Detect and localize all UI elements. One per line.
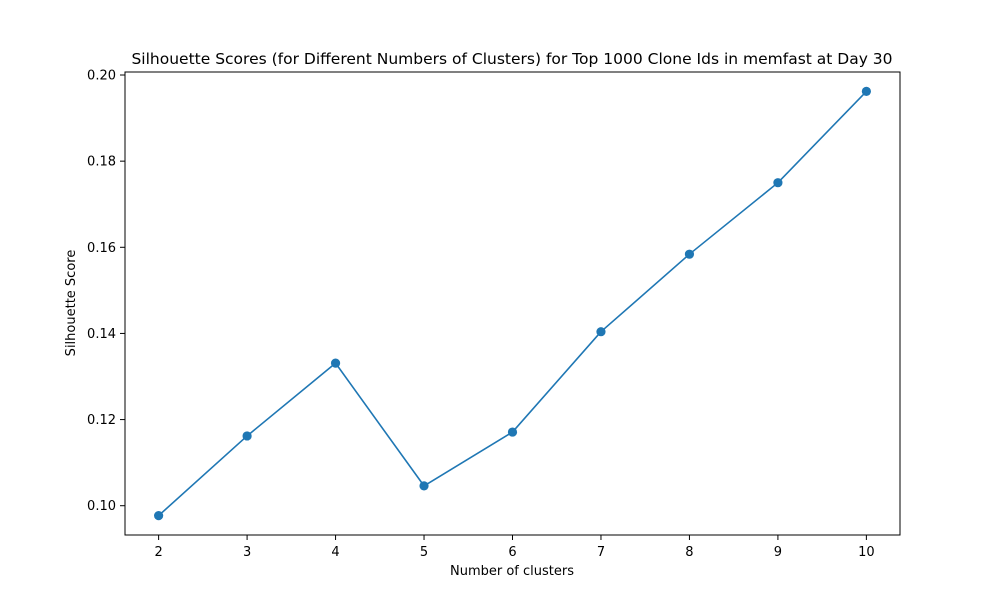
x-tick-label: 9	[774, 545, 782, 560]
x-tick-label: 6	[508, 545, 516, 560]
y-tick-label: 0.10	[87, 499, 116, 514]
x-tick-label: 4	[331, 545, 339, 560]
y-tick-label: 0.18	[87, 155, 116, 170]
y-tick-label: 0.14	[87, 327, 116, 342]
y-axis: 0.10 0.12 0.14 0.16 0.18 0.20	[87, 69, 125, 514]
data-point	[330, 358, 341, 368]
chart-title: Silhouette Scores (for Different Numbers…	[131, 50, 892, 68]
data-point	[419, 481, 429, 491]
x-axis: 2 3 4 5 6 7 8 9 10	[154, 535, 875, 560]
series-line	[158, 90, 867, 517]
data-point	[507, 427, 518, 437]
data-point	[596, 327, 606, 337]
data-point	[684, 249, 695, 259]
y-tick-label: 0.12	[87, 413, 116, 428]
data-point	[154, 511, 164, 521]
data-point	[242, 431, 252, 441]
plot-area	[124, 71, 901, 536]
series-group	[154, 86, 871, 521]
x-tick-label: 3	[243, 545, 251, 560]
x-tick-label: 7	[597, 545, 605, 560]
x-tick-label: 5	[420, 545, 428, 560]
data-point	[861, 86, 871, 96]
data-point	[773, 178, 783, 188]
y-tick-label: 0.20	[87, 69, 116, 84]
x-tick-label: 10	[858, 545, 875, 560]
y-axis-label: Silhouette Score	[64, 250, 79, 357]
y-tick-label: 0.16	[87, 241, 116, 256]
x-tick-label: 2	[154, 545, 162, 560]
x-tick-label: 8	[685, 545, 693, 560]
x-axis-label: Number of clusters	[450, 564, 574, 579]
